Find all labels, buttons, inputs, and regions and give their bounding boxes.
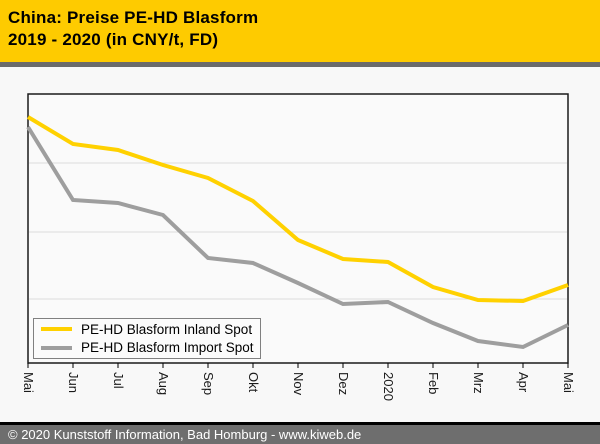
- x-tick-label: Apr: [516, 372, 531, 393]
- header-divider: [0, 62, 600, 67]
- x-tick-label: Aug: [156, 372, 171, 395]
- inland-line-swatch: [41, 327, 72, 332]
- x-tick-label: Mrz: [471, 372, 486, 394]
- chart-title-line1: China: Preise PE-HD Blasform: [8, 8, 259, 27]
- chart-area: Mai Jun Jul Aug Sep Okt Nov Dez 2020 Feb Mrz Apr Mai…: [0, 67, 600, 422]
- import-line-swatch: [41, 345, 72, 350]
- x-tick-label: Okt: [246, 372, 261, 393]
- footer-bar: © 2020 Kunststoff Information, Bad Hombu…: [0, 425, 600, 444]
- x-tick-label: 2020: [381, 372, 396, 401]
- x-tick-label: Jun: [66, 372, 81, 393]
- legend: PE-HD Blasform Inland Spot PE-HD Blasfor…: [33, 318, 261, 359]
- price-line-chart: Mai Jun Jul Aug Sep Okt Nov Dez 2020 Feb Mrz Apr Mai: [21, 93, 576, 401]
- import-series-line: [26, 125, 569, 350]
- legend-label-inland: PE-HD Blasform Inland Spot: [81, 321, 253, 337]
- legend-item-inland: PE-HD Blasform Inland Spot: [41, 321, 260, 338]
- footer-copyright-text: © 2020 Kunststoff Information, Bad Hombu…: [8, 427, 362, 442]
- inland-series-line: [26, 115, 569, 304]
- footer-rule: [0, 422, 600, 425]
- chart-title-line2: 2019 - 2020 (in CNY/t, FD): [8, 30, 219, 49]
- x-tick-label: Mai: [21, 372, 36, 393]
- x-tick-label: Sep: [201, 372, 216, 395]
- legend-item-import: PE-HD Blasform Import Spot: [41, 339, 260, 356]
- title-bar: China: Preise PE-HD Blasform 2019 - 2020…: [0, 0, 600, 62]
- legend-label-import: PE-HD Blasform Import Spot: [81, 340, 254, 356]
- x-tick-label: Feb: [426, 372, 441, 394]
- x-tick-label: Jul: [111, 372, 126, 389]
- x-tick-label: Mai: [561, 372, 576, 393]
- x-tick-label: Dez: [336, 372, 351, 395]
- x-tick-label: Nov: [291, 372, 306, 396]
